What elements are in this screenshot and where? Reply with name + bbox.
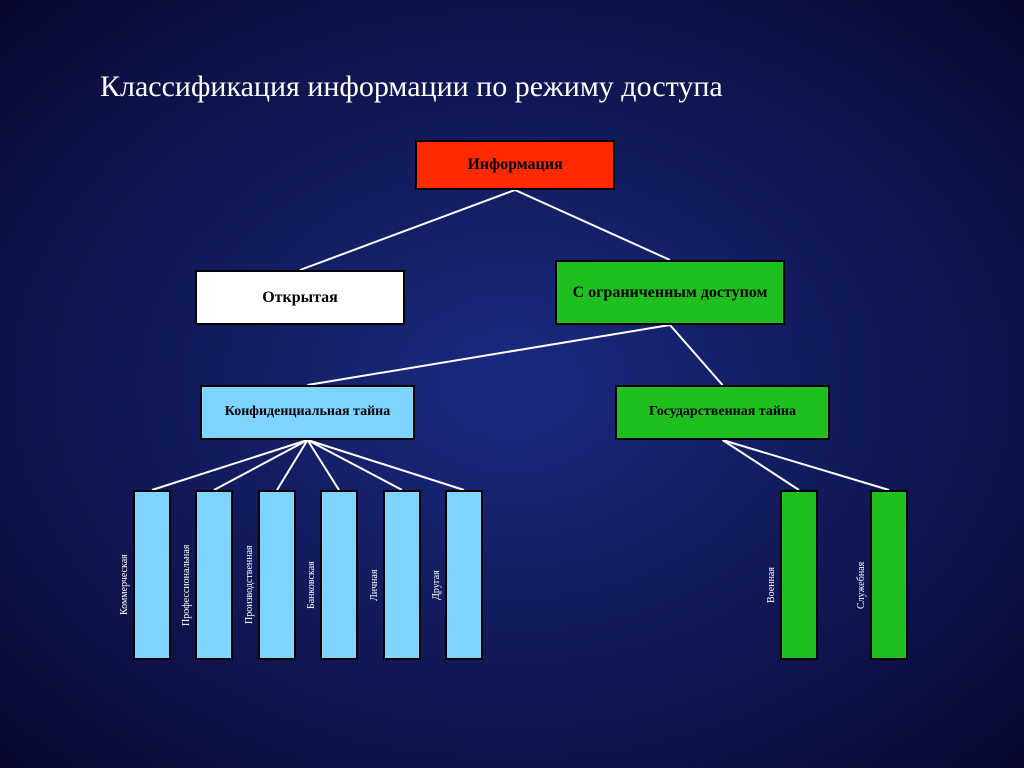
node-confidential: Конфиденциальная тайна <box>200 385 415 440</box>
node-restricted: С ограниченным доступом <box>555 260 785 325</box>
leaf-label-state-1: Служебная <box>856 510 867 660</box>
node-open: Открытая <box>195 270 405 325</box>
leaf-label-conf-4: Личная <box>369 510 380 660</box>
leaf-conf-2 <box>258 490 296 660</box>
leaf-label-conf-5: Другая <box>431 510 442 660</box>
node-root: Информация <box>415 140 615 190</box>
leaf-label-conf-1: Профессиональная <box>181 510 192 660</box>
leaf-conf-5 <box>445 490 483 660</box>
leaf-conf-3 <box>320 490 358 660</box>
node-state: Государственная тайна <box>615 385 830 440</box>
leaf-state-1 <box>870 490 908 660</box>
leaf-conf-0 <box>133 490 171 660</box>
diagram-title: Классификация информации по режиму досту… <box>100 70 723 104</box>
leaf-conf-1 <box>195 490 233 660</box>
leaf-label-conf-3: Банковская <box>306 510 317 660</box>
leaf-state-0 <box>780 490 818 660</box>
leaf-conf-4 <box>383 490 421 660</box>
leaf-label-conf-2: Производственная <box>244 510 255 660</box>
leaf-label-conf-0: Коммерческая <box>119 510 130 660</box>
leaf-label-state-0: Военная <box>766 510 777 660</box>
diagram-stage: Классификация информации по режиму досту… <box>0 0 1024 768</box>
